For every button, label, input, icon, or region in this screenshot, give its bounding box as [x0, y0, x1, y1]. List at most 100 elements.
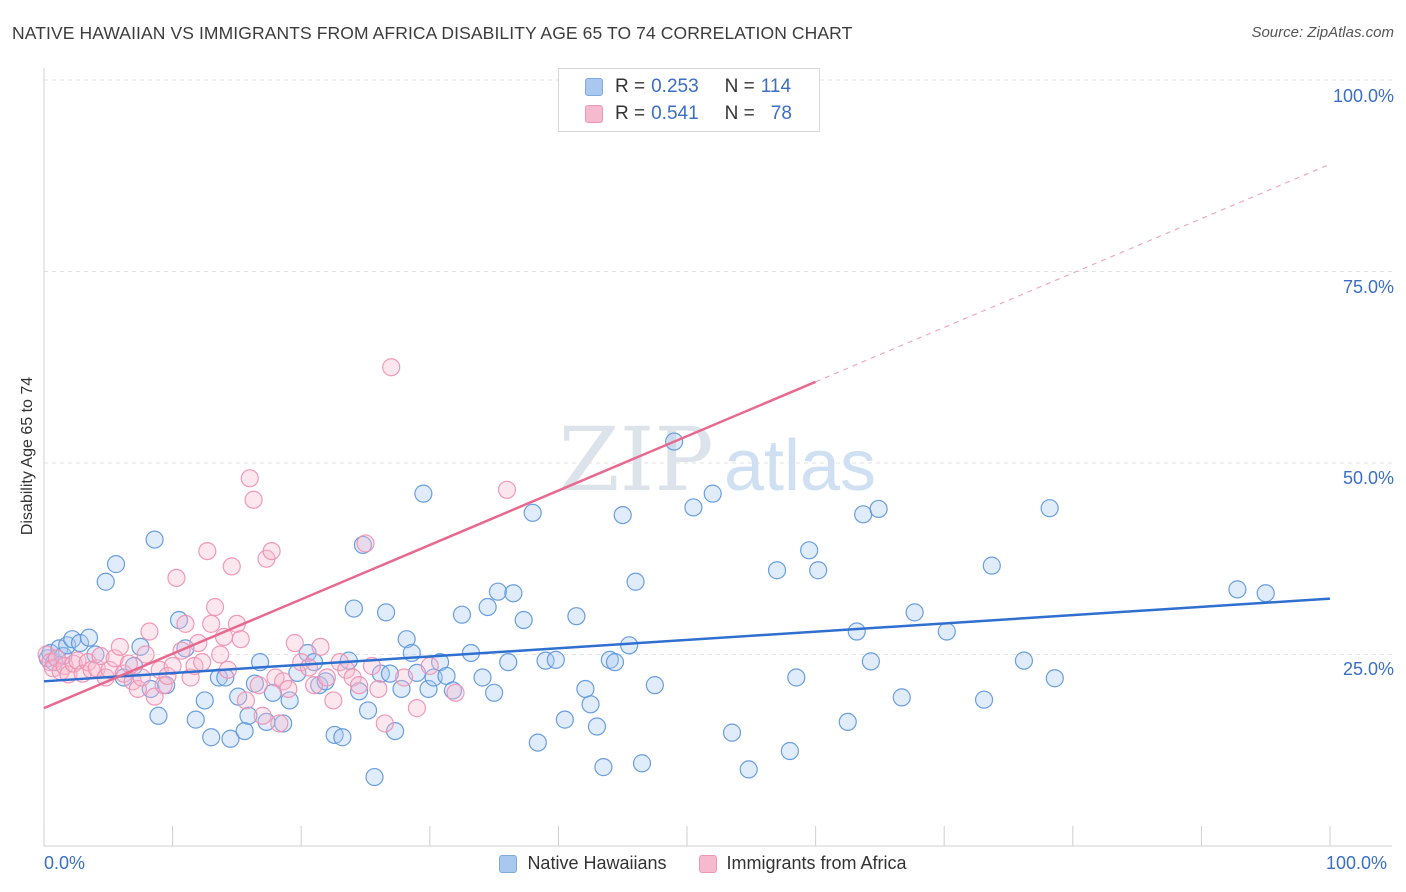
watermark: ZIP atlas [558, 408, 876, 511]
data-point [1228, 580, 1247, 599]
data-point [446, 683, 465, 702]
data-point [193, 653, 212, 672]
legend-n-label: N = [724, 103, 755, 124]
data-point [838, 712, 857, 732]
data-point [333, 728, 352, 747]
data-point [854, 505, 873, 524]
data-point [380, 664, 400, 683]
data-point [892, 688, 911, 707]
data-point [587, 717, 607, 736]
data-point [211, 645, 230, 664]
data-point [145, 530, 164, 549]
watermark-zip: ZIP [558, 408, 713, 511]
legend-r-label: R = [615, 103, 646, 124]
legend-swatch-immigrants-from-africa [585, 105, 603, 123]
data-point [555, 710, 574, 729]
data-point [1256, 584, 1275, 603]
data-point [110, 637, 129, 656]
data-point [632, 754, 652, 773]
legend-label: Native Hawaiians [527, 853, 667, 873]
data-point [488, 582, 508, 601]
data-point [154, 676, 173, 695]
data-point [473, 668, 492, 687]
data-point [198, 541, 217, 561]
data-point [514, 610, 533, 630]
series-legend: Native Hawaiians Immigrants from Africa [0, 853, 1406, 874]
trend-lines [43, 163, 1331, 710]
y-tick-label-75: 75.0% [1342, 277, 1394, 297]
x-tick-label-min: 0.0% [44, 853, 86, 873]
data-point [443, 681, 463, 700]
data-point [365, 767, 384, 787]
data-point [605, 653, 625, 672]
data-point [394, 668, 414, 687]
data-point [202, 614, 221, 633]
data-point [376, 603, 396, 622]
data-point [317, 668, 337, 687]
data-point [186, 710, 205, 729]
data-point [905, 603, 924, 622]
legend-n-value: 114 [760, 76, 792, 97]
data-point [497, 480, 517, 499]
data-point [349, 676, 369, 695]
data-point [626, 572, 645, 591]
data-point [280, 691, 299, 710]
chart-title: NATIVE HAWAIIAN VS IMMIGRANTS FROM AFRIC… [12, 23, 853, 43]
data-point [847, 622, 866, 641]
y-tick-label-100: 100.0% [1332, 86, 1394, 106]
data-point [96, 572, 115, 591]
data-point [419, 679, 438, 699]
trend-line-native-hawaiians [43, 597, 1331, 683]
data-point [382, 358, 401, 377]
data-point [420, 656, 439, 676]
data-point [546, 650, 565, 669]
data-point [499, 653, 518, 672]
data-point [861, 652, 880, 671]
trend-line-immigrants-from-africa [43, 380, 817, 710]
data-point [974, 690, 994, 709]
legend-r-value: 0.541 [651, 103, 699, 124]
data-point [70, 633, 90, 653]
legend-n-label: N = [724, 76, 755, 97]
data-point [195, 691, 214, 710]
data-point [221, 729, 240, 748]
data-point [1045, 669, 1064, 688]
data-point [105, 649, 124, 668]
data-point [594, 758, 613, 777]
data-point [800, 541, 819, 560]
data-point [375, 714, 394, 733]
data-point [581, 695, 600, 714]
data-point [263, 683, 283, 702]
data-point [140, 622, 159, 641]
data-point [613, 505, 632, 525]
data-point [356, 534, 375, 553]
data-point [937, 622, 956, 641]
data-point [279, 679, 298, 699]
legend-row-immigrants-from-africa: R = 0.541 N = 78 [585, 102, 792, 126]
data-point [324, 691, 343, 710]
data-point [452, 605, 472, 624]
y-tick-label-25: 25.0% [1342, 659, 1394, 679]
data-point [299, 658, 319, 677]
legend-r-label: R = [615, 76, 646, 97]
data-point [645, 676, 664, 695]
data-point [235, 721, 254, 741]
data-point [414, 484, 433, 503]
legend-n-value: 78 [770, 103, 792, 124]
legend-r-value: 0.253 [651, 76, 699, 97]
watermark-atlas: atlas [724, 426, 876, 506]
data-point [249, 676, 268, 695]
data-point [722, 723, 742, 742]
data-point [767, 561, 787, 580]
y-tick-label-50: 50.0% [1342, 468, 1394, 488]
data-point [205, 597, 225, 617]
data-point [358, 701, 378, 720]
data-point [106, 555, 126, 574]
legend-item-immigrants-from-africa: Immigrants from Africa [698, 853, 907, 874]
data-point [1040, 499, 1059, 518]
data-point [222, 557, 241, 576]
data-point [620, 636, 639, 655]
legend-swatch-immigrants-from-africa [698, 854, 717, 873]
data-point [136, 645, 155, 664]
